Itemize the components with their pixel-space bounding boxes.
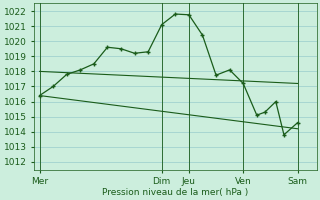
- X-axis label: Pression niveau de la mer( hPa ): Pression niveau de la mer( hPa ): [102, 188, 248, 197]
